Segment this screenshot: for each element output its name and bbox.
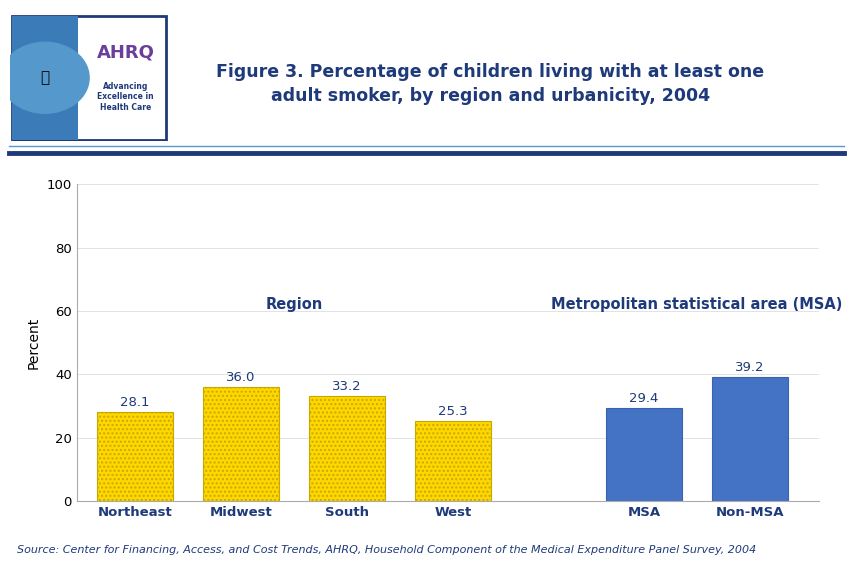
Text: Metropolitan statistical area (MSA): Metropolitan statistical area (MSA) — [550, 297, 842, 312]
Text: 39.2: 39.2 — [734, 361, 764, 374]
Bar — [97, 412, 173, 501]
Text: Figure 3. Percentage of children living with at least one: Figure 3. Percentage of children living … — [216, 63, 763, 81]
Text: 36.0: 36.0 — [226, 371, 256, 384]
Text: 🦅: 🦅 — [40, 70, 49, 85]
Text: Source: Center for Financing, Access, and Cost Trends, AHRQ, Household Component: Source: Center for Financing, Access, an… — [17, 545, 756, 555]
Bar — [308, 396, 385, 501]
Y-axis label: Percent: Percent — [27, 317, 41, 369]
Bar — [605, 408, 682, 501]
Text: 25.3: 25.3 — [438, 405, 468, 418]
Bar — [414, 421, 491, 501]
Text: 29.4: 29.4 — [629, 392, 658, 405]
Text: Region: Region — [265, 297, 322, 312]
Bar — [711, 377, 787, 501]
Bar — [203, 387, 279, 501]
Text: adult smoker, by region and urbanicity, 2004: adult smoker, by region and urbanicity, … — [271, 87, 709, 105]
Text: Advancing
Excellence in
Health Care: Advancing Excellence in Health Care — [97, 82, 153, 112]
Text: 33.2: 33.2 — [332, 380, 361, 393]
Bar — [12, 16, 78, 140]
Circle shape — [1, 42, 89, 113]
Text: 28.1: 28.1 — [120, 396, 150, 409]
FancyBboxPatch shape — [12, 16, 166, 140]
Text: AHRQ: AHRQ — [96, 43, 154, 62]
